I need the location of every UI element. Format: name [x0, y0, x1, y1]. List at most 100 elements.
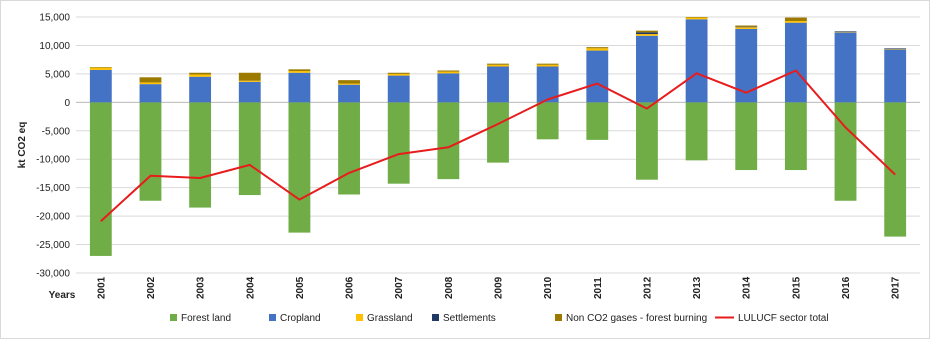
bar-forest-land: [238, 102, 261, 196]
y-tick-label: -20,000: [36, 212, 70, 223]
legend-label: Non CO2 gases - forest burning: [566, 313, 707, 324]
bar-grassland: [784, 20, 807, 23]
x-tick-label: 2017: [891, 276, 902, 299]
bar-cropland: [139, 84, 162, 103]
x-tick-label: 2014: [742, 276, 753, 299]
bar-non-co2-gases-forest-burning: [784, 17, 807, 21]
bar-cropland: [536, 66, 559, 103]
bar-grassland: [536, 64, 559, 67]
bar-forest-land: [685, 102, 708, 161]
bar-cropland: [784, 22, 807, 103]
bar-grassland: [238, 80, 261, 82]
legend-label: Settlements: [443, 313, 496, 324]
x-axis-label: Years: [49, 290, 76, 301]
legend-swatch: [170, 314, 177, 321]
x-tick-label: 2015: [791, 276, 802, 299]
bar-non-co2-gases-forest-burning: [735, 25, 758, 27]
bar-cropland: [387, 75, 410, 103]
bar-forest-land: [89, 102, 112, 256]
bar-forest-land: [437, 102, 460, 180]
bar-non-co2-gases-forest-burning: [685, 17, 708, 18]
x-tick-label: 2007: [394, 276, 405, 299]
bar-settlements: [834, 31, 857, 32]
x-tick-label: 2016: [841, 276, 852, 299]
bar-settlements: [636, 32, 658, 35]
bar-cropland: [437, 73, 460, 103]
bar-non-co2-gases-forest-burning: [288, 69, 311, 72]
x-tick-label: 2010: [543, 276, 554, 299]
legend-swatch: [269, 314, 276, 321]
legend-swatch: [432, 314, 439, 321]
bar-grassland: [437, 71, 460, 74]
x-tick-label: 2001: [96, 276, 107, 299]
bar-non-co2-gases-forest-burning: [189, 72, 212, 75]
bar-cropland: [884, 49, 907, 103]
bar-grassland: [89, 67, 112, 70]
gridlines: [76, 16, 920, 274]
x-tick-label: 2006: [345, 276, 356, 299]
bar-forest-land: [487, 102, 509, 163]
bar-grassland: [487, 64, 509, 67]
bar-non-co2-gases-forest-burning: [238, 72, 261, 81]
bar-forest-land: [735, 102, 758, 171]
bar-forest-land: [189, 102, 212, 208]
x-tick-label: 2011: [593, 277, 604, 299]
y-tick-label: -15,000: [36, 183, 70, 194]
total-line: [100, 69, 896, 222]
bar-forest-land: [338, 102, 360, 195]
y-tick-label: -5,000: [42, 126, 71, 137]
bar-non-co2-gases-forest-burning: [338, 80, 360, 84]
bar-forest-land: [288, 102, 311, 233]
bars: [89, 17, 907, 256]
legend-swatch: [555, 314, 562, 321]
bar-cropland: [487, 66, 509, 103]
bar-non-co2-gases-forest-burning: [437, 70, 460, 72]
bar-cropland: [685, 19, 708, 103]
legend-label: Forest land: [181, 313, 231, 324]
bar-grassland: [139, 82, 162, 85]
bar-grassland: [685, 17, 708, 20]
bar-forest-land: [139, 102, 162, 201]
legend: Forest land Cropland Grassland Settlements N…: [170, 313, 829, 324]
y-tick-label: -25,000: [36, 240, 70, 251]
y-tick-label: -10,000: [36, 155, 70, 166]
bar-forest-land: [834, 102, 857, 201]
x-tick-label: 2008: [444, 276, 455, 299]
y-tick-label: 10,000: [39, 41, 70, 52]
y-tick-label: 15,000: [39, 13, 70, 24]
bar-settlements: [884, 48, 907, 49]
bar-cropland: [586, 50, 609, 103]
bar-non-co2-gases-forest-burning: [487, 63, 509, 65]
bar-cropland: [636, 35, 658, 103]
bar-non-co2-gases-forest-burning: [536, 63, 559, 65]
bar-non-co2-gases-forest-burning: [636, 30, 658, 33]
y-tick-label: 5,000: [45, 69, 70, 80]
x-tick-label: 2002: [146, 276, 157, 299]
bar-grassland: [834, 31, 857, 33]
legend-label: LULUCF sector total: [738, 313, 829, 324]
line-lulucf-sector-total: [100, 69, 896, 222]
x-tick-label: 2009: [494, 276, 505, 299]
bar-forest-land: [387, 102, 410, 184]
bar-grassland: [636, 34, 658, 36]
bar-forest-land: [586, 102, 609, 140]
x-tick-label: 2003: [196, 276, 207, 299]
x-tick-label: 2013: [692, 276, 703, 299]
bar-forest-land: [636, 102, 658, 180]
y-axis: -30,000 -25,000 -20,000 -15,000 -10,000 -5,00…: [36, 13, 70, 280]
x-tick-label: 2004: [245, 276, 256, 299]
y-tick-label: 0: [64, 98, 70, 109]
bar-cropland: [288, 72, 311, 103]
x-tick-label: 2005: [295, 276, 306, 299]
x-axis: 2001 2002 2003 2004 2005 2006 2007 2008 2009 2010…: [96, 276, 901, 299]
bar-non-co2-gases-forest-burning: [586, 47, 609, 49]
bar-grassland: [338, 83, 360, 85]
legend-label: Cropland: [280, 313, 321, 324]
bar-cropland: [834, 32, 857, 103]
bar-grassland: [735, 27, 758, 29]
bar-forest-land: [884, 102, 907, 237]
bar-cropland: [89, 69, 112, 103]
bar-grassland: [586, 48, 609, 51]
y-tick-label: -30,000: [36, 269, 70, 280]
